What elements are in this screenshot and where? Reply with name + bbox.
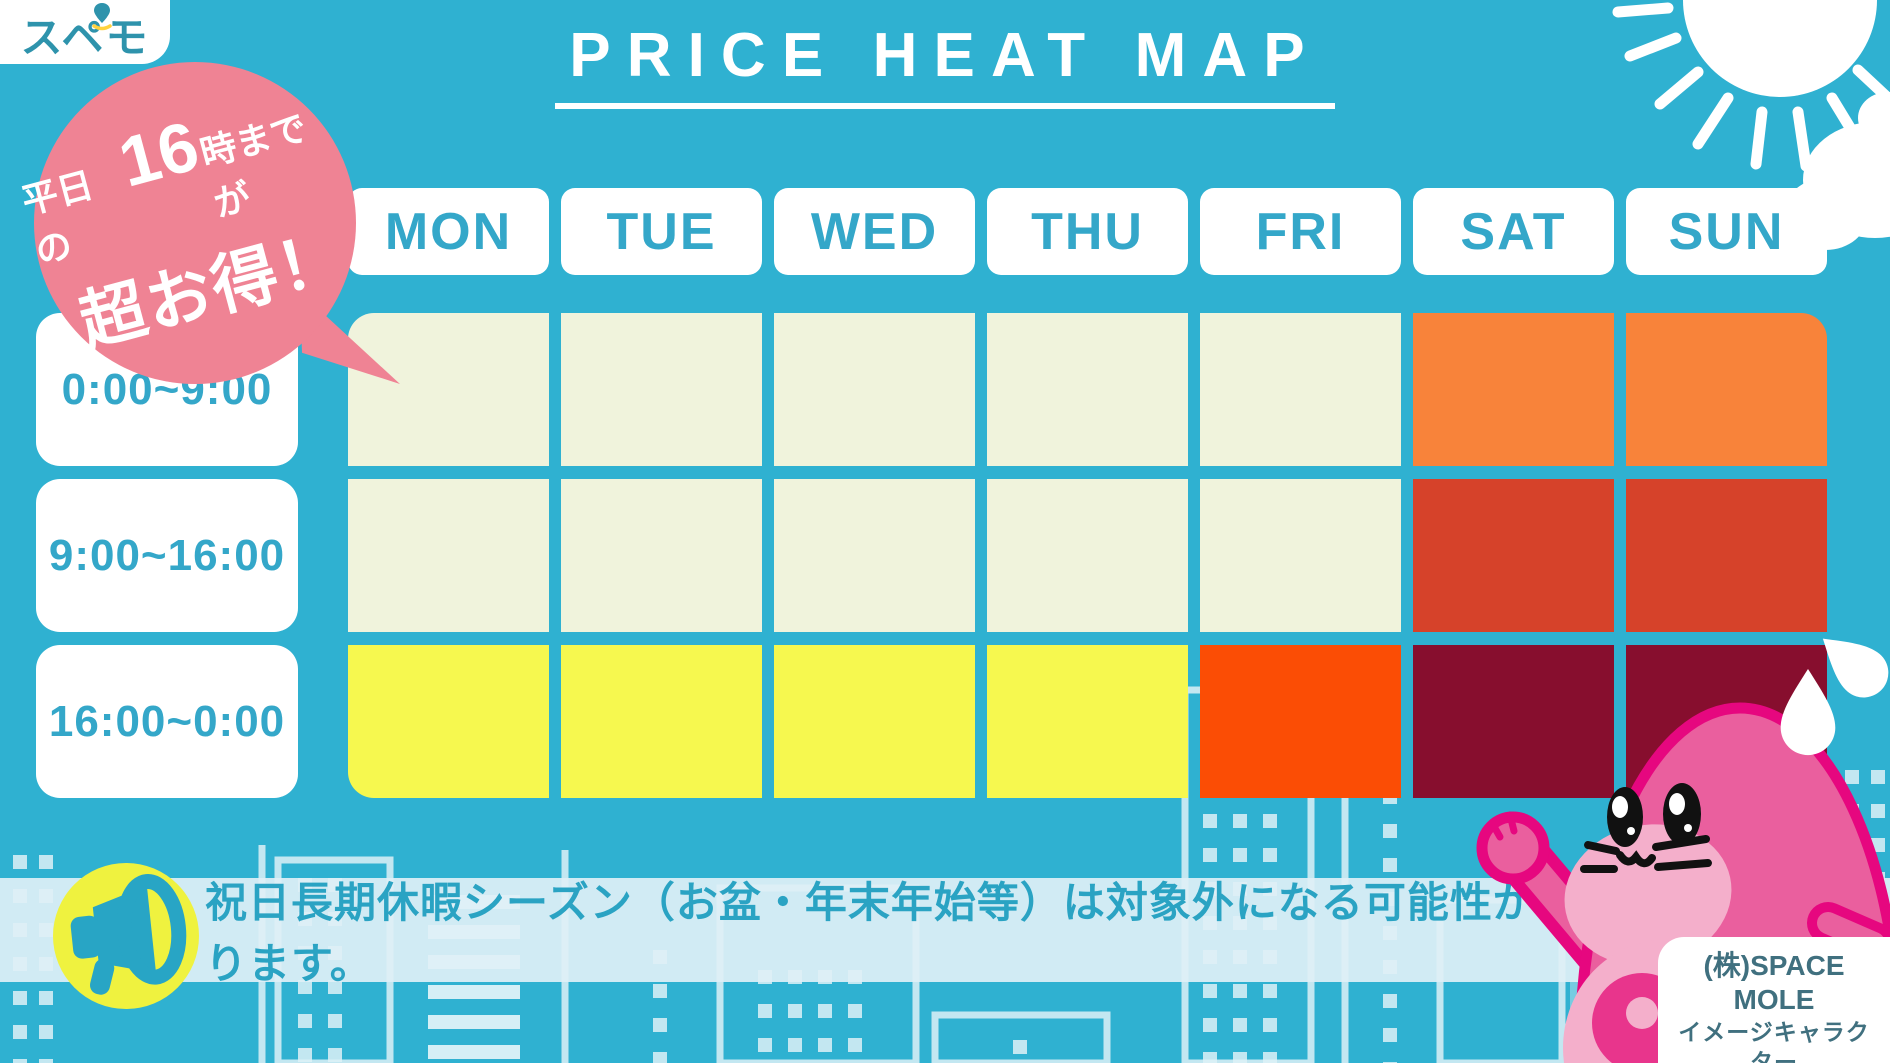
heatmap-cell-thu-r0 xyxy=(987,313,1188,466)
sweat-drops xyxy=(1780,638,1889,756)
notice-text: 祝日長期休暇シーズン（お盆・年末年始等）は対象外になる可能性があります。 xyxy=(205,879,1579,987)
heatmap-cell-sat-r1 xyxy=(1413,479,1614,632)
promo-bubble: 平日の 16 時までが 超お得！ xyxy=(17,62,356,384)
heatmap-cell-wed-r0 xyxy=(774,313,975,466)
heatmap-cell-wed-r2 xyxy=(774,645,975,798)
heatmap-cell-thu-r2 xyxy=(987,645,1188,798)
heatmap xyxy=(348,313,1827,798)
heatmap-cell-mon-r0 xyxy=(348,313,549,466)
mascot-card: (株)SPACE MOLE イメージキャラクター 「スペモちゃん」 xyxy=(1658,937,1890,1063)
card-role: イメージキャラクター xyxy=(1678,1019,1870,1063)
day-header-wed: WED xyxy=(774,188,975,275)
heatmap-cell-fri-r0 xyxy=(1200,313,1401,466)
heatmap-cell-mon-r2 xyxy=(348,645,549,798)
day-header-mon: MON xyxy=(348,188,549,275)
heatmap-cell-mon-r1 xyxy=(348,479,549,632)
heatmap-cell-sun-r1 xyxy=(1626,479,1827,632)
brand-logo: スペモ xyxy=(0,0,170,64)
heatmap-cell-tue-r2 xyxy=(561,645,762,798)
heatmap-cell-fri-r1 xyxy=(1200,479,1401,632)
day-header-sat: SAT xyxy=(1413,188,1614,275)
heatmap-cell-wed-r1 xyxy=(774,479,975,632)
day-header-fri: FRI xyxy=(1200,188,1401,275)
time-label-night: 16:00~0:00 xyxy=(36,645,298,798)
card-company: (株)SPACE MOLE xyxy=(1703,950,1845,1015)
heatmap-cell-sun-r0 xyxy=(1626,313,1827,466)
heatmap-cell-fri-r2 xyxy=(1200,645,1401,798)
brand-logo-text: スペモ xyxy=(20,13,150,61)
heatmap-cell-sat-r0 xyxy=(1413,313,1614,466)
promo-number: 16 xyxy=(111,106,207,202)
time-label-column: 0:00~9:00 9:00~16:00 16:00~0:00 xyxy=(36,313,298,811)
map-pin-icon xyxy=(92,3,112,31)
heatmap-cell-tue-r1 xyxy=(561,479,762,632)
day-header-tue: TUE xyxy=(561,188,762,275)
heatmap-cell-tue-r0 xyxy=(561,313,762,466)
heatmap-cell-thu-r1 xyxy=(987,479,1188,632)
day-header-row: MON TUE WED THU FRI SAT SUN xyxy=(348,188,1827,275)
heatmap-cell-sat-r2 xyxy=(1413,645,1614,798)
page-title: PRICE HEAT MAP xyxy=(555,20,1335,109)
megaphone-icon xyxy=(53,863,199,1009)
day-header-thu: THU xyxy=(987,188,1188,275)
time-label-daytime: 9:00~16:00 xyxy=(36,479,298,632)
day-header-sun: SUN xyxy=(1626,188,1827,275)
